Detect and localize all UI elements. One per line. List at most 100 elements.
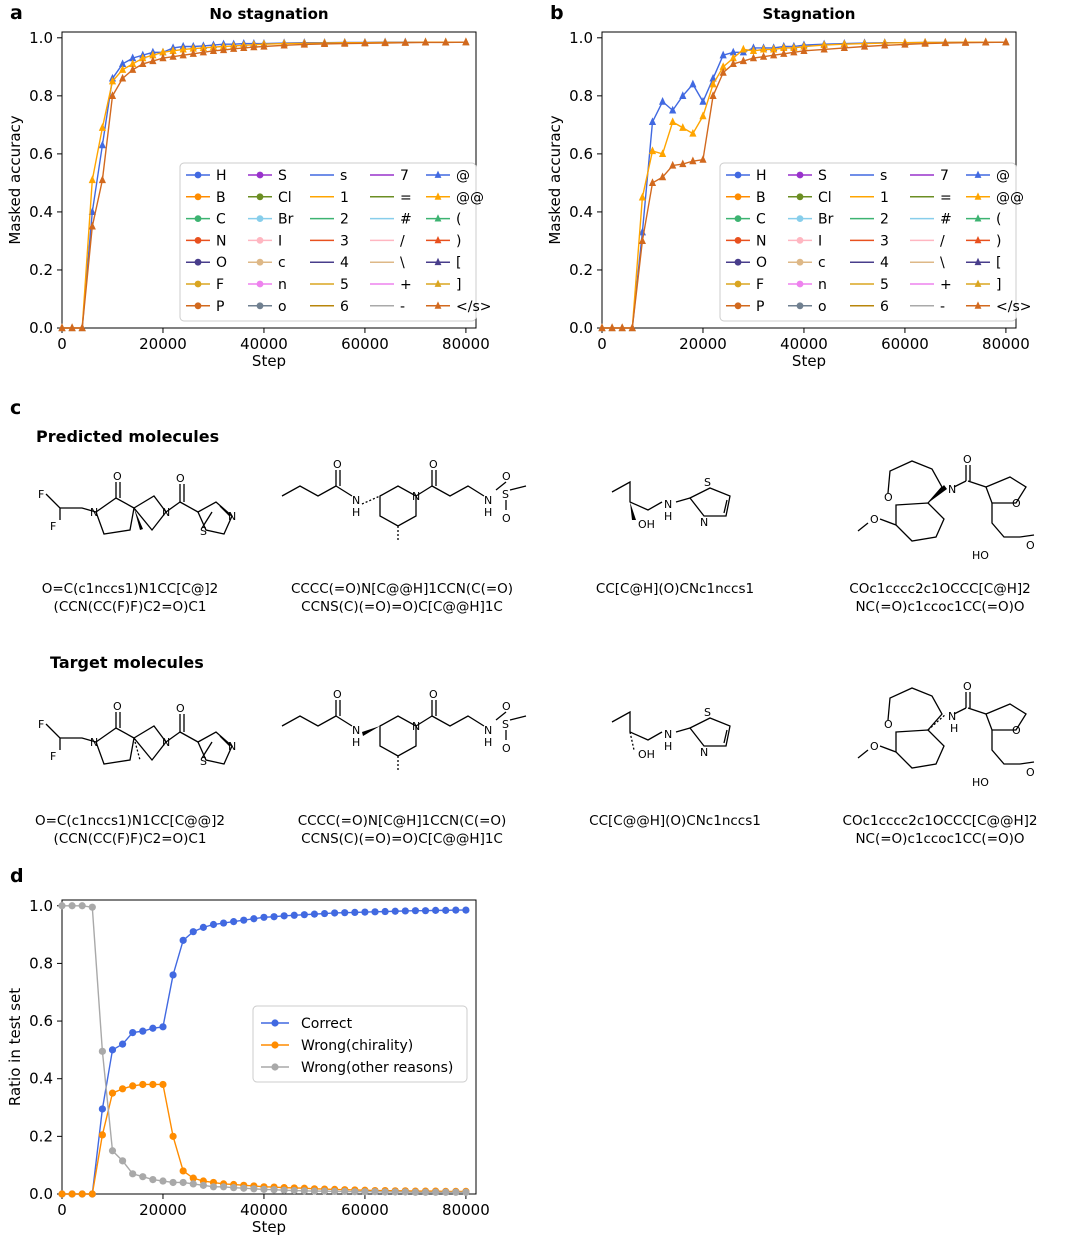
legend-label: B	[216, 190, 226, 206]
data-point	[941, 38, 949, 47]
legend-label: O	[216, 255, 227, 271]
legend-marker	[194, 171, 202, 179]
data-point	[139, 1080, 147, 1089]
legend-marker	[974, 279, 982, 287]
data-point	[411, 907, 420, 915]
atom-label: N	[700, 746, 708, 759]
x-axis-label: Step	[252, 1218, 286, 1236]
y-tick-label: 1.0	[29, 29, 53, 47]
data-point	[149, 1080, 157, 1089]
legend-marker	[796, 171, 804, 179]
data-point	[118, 59, 127, 68]
data-point	[108, 91, 117, 99]
legend-marker	[194, 280, 202, 288]
legend-label: 2	[880, 212, 889, 228]
data-point	[300, 39, 308, 48]
predicted-molecule-4: O O N O O HO O	[857, 455, 1035, 562]
data-point	[169, 971, 177, 979]
data-point	[401, 1188, 409, 1196]
legend-label: (	[456, 212, 461, 228]
legend-marker	[734, 215, 742, 223]
legend-label: @@	[996, 190, 1024, 206]
data-point	[108, 1147, 117, 1155]
data-point	[129, 53, 137, 62]
panel-letter-a: a	[10, 2, 23, 24]
data-point	[658, 172, 667, 181]
data-point	[719, 50, 727, 59]
legend-label: 7	[940, 168, 949, 184]
atom-label: O	[884, 718, 893, 731]
data-point	[108, 1046, 117, 1054]
data-point	[840, 43, 848, 52]
data-point	[699, 97, 707, 105]
atom-label: O	[1012, 497, 1021, 510]
ratio-legend: Correct Wrong(chirality) Wrong(other reaso…	[252, 1005, 468, 1083]
legend-label: +	[400, 277, 412, 293]
data-point	[68, 902, 76, 910]
atom-label: O	[870, 740, 879, 753]
legend-marker	[256, 258, 264, 266]
atom-label: N	[484, 724, 492, 737]
data-point	[381, 38, 389, 47]
data-point	[648, 178, 657, 187]
atom-label: S	[704, 476, 711, 489]
data-point	[699, 111, 707, 120]
data-point	[780, 43, 788, 52]
data-point	[199, 47, 207, 56]
legend-label: 5	[340, 277, 349, 293]
atom-label: O	[1026, 766, 1035, 779]
target-smiles-3: CC[C@@H](O)CNc1nccs1	[589, 813, 761, 829]
y-tick-label: 0.2	[29, 1127, 53, 1145]
data-point	[881, 40, 889, 49]
legend-marker	[434, 257, 442, 266]
atom-label: O	[333, 690, 342, 701]
legend-label: #	[940, 212, 952, 228]
atom-label: S	[502, 488, 509, 501]
data-point	[149, 56, 157, 65]
legend-frame	[252, 1005, 468, 1083]
legend-label: </s>	[456, 299, 491, 315]
y-axis-label: Masked accuracy	[546, 115, 564, 244]
legend-marker	[796, 237, 804, 244]
data-point	[230, 44, 238, 52]
data-point	[230, 918, 238, 926]
legend-marker	[974, 301, 982, 309]
y-axis-label: Ratio in test set	[6, 988, 24, 1106]
data-point	[280, 40, 288, 49]
data-point	[189, 49, 197, 57]
data-point	[1002, 37, 1010, 46]
data-point	[179, 936, 187, 944]
data-point	[189, 1180, 197, 1188]
legend-frame	[719, 162, 1017, 322]
legend-label: Cl	[278, 190, 292, 206]
data-point	[432, 1188, 440, 1196]
atom-label: N	[948, 710, 956, 723]
data-point	[88, 1190, 96, 1198]
data-point	[149, 1024, 157, 1032]
data-point	[58, 323, 66, 332]
data-point	[118, 73, 127, 82]
data-point	[749, 53, 758, 62]
data-point	[628, 323, 636, 332]
data-point	[351, 1188, 359, 1196]
target-molecule-4: O O N H O O HO O	[857, 682, 1035, 789]
data-point	[78, 1190, 86, 1198]
chart-title: Stagnation	[763, 5, 856, 23]
data-point	[820, 44, 828, 53]
data-point	[709, 73, 717, 82]
data-point	[361, 1188, 369, 1196]
legend-label: s	[880, 168, 887, 184]
data-point	[209, 1183, 218, 1191]
data-point	[68, 323, 76, 332]
data-point	[169, 46, 177, 54]
data-point	[432, 906, 440, 914]
legend-label: /	[400, 233, 405, 249]
atom-label: O	[502, 512, 511, 525]
legend-label: 3	[340, 233, 349, 249]
data-point	[658, 97, 667, 105]
legend-label: Wrong(other reasons)	[301, 1060, 453, 1076]
data-point	[149, 50, 157, 59]
legend-label: @@	[456, 190, 484, 206]
data-point	[58, 1190, 66, 1198]
data-point	[800, 46, 808, 54]
